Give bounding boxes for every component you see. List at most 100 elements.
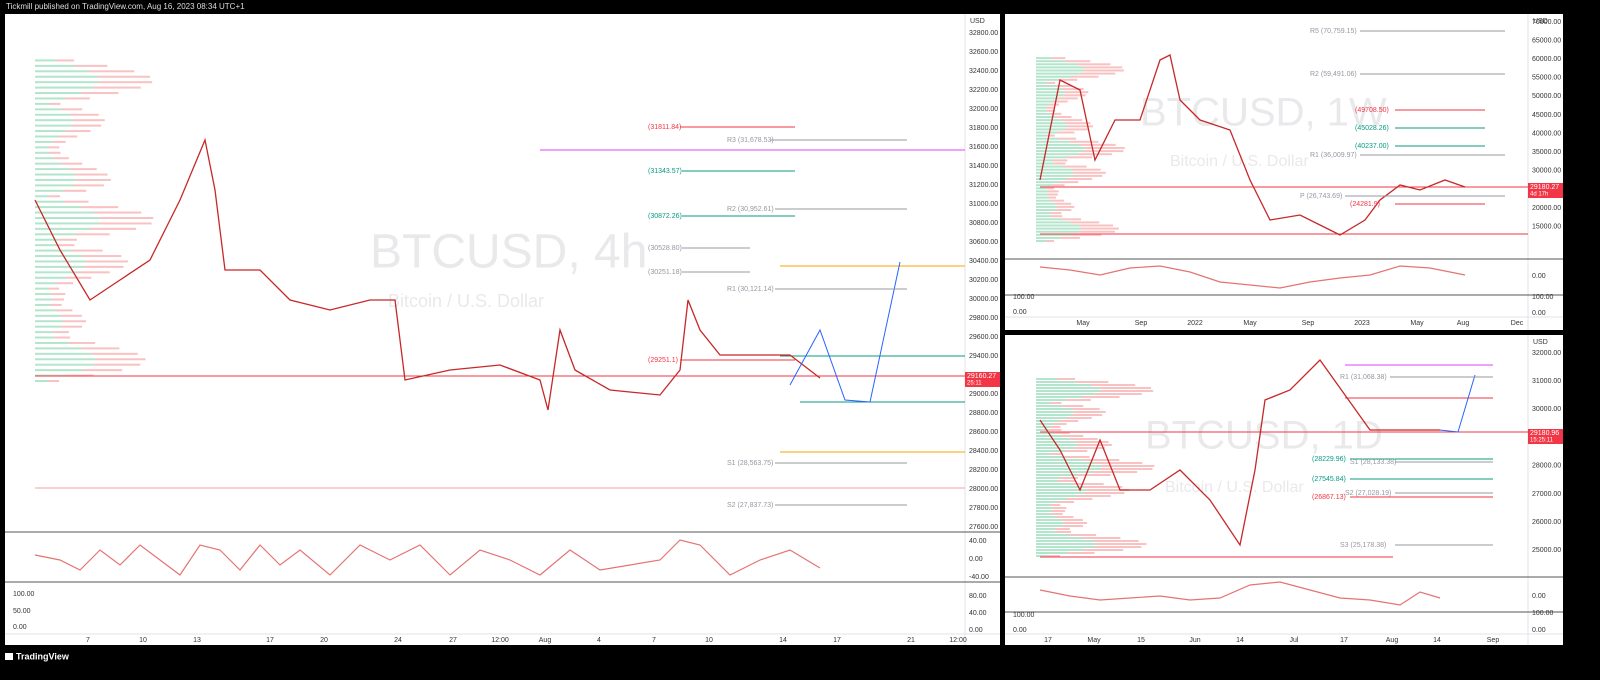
volume-profile-bar: [35, 380, 49, 382]
price-line: [1039, 358, 1440, 547]
volume-profile-bar: [1036, 543, 1097, 545]
volume-profile-bar: [1057, 131, 1075, 134]
volume-profile-bar: [1078, 224, 1114, 227]
volume-profile-bar: [76, 271, 110, 274]
volume-profile-bar: [68, 168, 97, 171]
volume-profile-bar: [35, 151, 50, 154]
volume-profile-bar: [68, 341, 96, 344]
volume-profile-bar: [35, 255, 83, 258]
currency-label: USD: [1533, 18, 1548, 25]
chart-panel: BTCUSD, 1W Bitcoin / U.S. Dollar 70000.00 6…: [1005, 14, 1563, 330]
volume-profile-bar: [61, 108, 83, 111]
volume-profile-bar: [35, 70, 90, 73]
volume-profile-bar: [1075, 381, 1109, 383]
volume-profile-bar: [1036, 212, 1050, 215]
volume-profile-bar: [1036, 486, 1084, 488]
pivot-label: R2 (59,491.06): [1310, 71, 1357, 78]
price-axis-label: 65000.00: [1532, 37, 1561, 44]
volume-profile-bar: [35, 303, 50, 306]
price-axis-label: 20000.00: [1532, 205, 1561, 212]
volume-profile-bar: [1070, 75, 1099, 78]
volume-profile-bar: [1036, 174, 1073, 177]
volume-profile-bar: [1036, 69, 1085, 72]
volume-profile-bar: [1036, 414, 1073, 416]
volume-profile-bar: [1036, 453, 1050, 455]
volume-profile-bar: [93, 211, 142, 214]
volume-profile-bar: [1036, 140, 1071, 143]
volume-profile-bar: [74, 64, 108, 67]
volume-profile-bar: [99, 81, 153, 84]
volume-profile-bar: [1036, 106, 1047, 109]
volume-profile-bar: [1036, 447, 1074, 449]
time-axis-label: Aug: [1386, 637, 1399, 644]
volume-profile-bar: [35, 227, 91, 230]
volume-profile-bar: [1036, 471, 1092, 473]
oscillator-line: [1039, 581, 1441, 606]
volume-profile-bar: [1036, 75, 1071, 78]
time-axis-label: 20: [320, 637, 328, 644]
price-axis-label: 27600.00: [969, 524, 998, 531]
volume-profile-bar: [1045, 240, 1054, 242]
volume-profile-bar: [1101, 465, 1155, 467]
volume-profile-bar: [35, 314, 61, 317]
price-line: [34, 137, 821, 411]
time-axis-label: 14: [1433, 637, 1441, 644]
volume-profile-bar: [72, 184, 104, 187]
pivot-label: (31343.57): [648, 168, 682, 175]
pivot-label: R5 (70,759.15): [1310, 28, 1357, 35]
volume-profile-bar: [35, 195, 49, 198]
pivot-label: R1 (30,121.14): [727, 286, 774, 293]
pivot-label: (40237.00): [1355, 143, 1389, 150]
volume-profile-bar: [80, 206, 119, 209]
time-axis-label: Sep: [1487, 637, 1500, 644]
volume-profile-bar: [48, 287, 60, 290]
oscillator-axis-label: 40.00: [969, 610, 987, 617]
footer-brand[interactable]: TradingView: [16, 651, 70, 661]
volume-profile-bar: [1087, 489, 1130, 491]
volume-profile-bar: [1036, 147, 1085, 149]
watermark-subtitle: Bitcoin / U.S. Dollar: [388, 291, 544, 311]
volume-profile-bar: [1036, 66, 1084, 69]
volume-profile-bar: [1036, 181, 1060, 184]
volume-profile-bar: [1036, 165, 1064, 168]
volume-profile-bar: [1081, 459, 1120, 461]
time-axis-label: 15: [1137, 637, 1145, 644]
volume-profile-bar: [1036, 435, 1062, 437]
volume-profile-bar: [35, 200, 65, 203]
pivot-label: R1 (36,009.97): [1310, 152, 1357, 159]
volume-profile-bar: [73, 119, 105, 122]
volume-profile-bar: [49, 303, 62, 306]
volume-profile-bar: [55, 309, 73, 312]
volume-profile-bar: [1036, 85, 1056, 87]
volume-profile-bar: [1082, 537, 1121, 539]
volume-profile-bar: [65, 97, 90, 100]
volume-profile-bar: [35, 276, 66, 279]
pivot-label: (30528.80): [648, 245, 682, 252]
volume-profile-bar: [1036, 193, 1048, 196]
price-axis-label: 30800.00: [969, 220, 998, 227]
volume-profile-bar: [1096, 543, 1147, 545]
volume-profile-bar: [1056, 501, 1075, 503]
price-tag-value: 29180.96: [1530, 430, 1559, 437]
volume-profile-bar: [53, 157, 69, 160]
volume-profile-bar: [1036, 441, 1076, 443]
volume-profile-bar: [1057, 480, 1076, 482]
volume-profile-bar: [1061, 525, 1084, 527]
volume-profile-bar: [1074, 411, 1106, 413]
price-axis-label: 32800.00: [969, 30, 998, 37]
volume-profile-bar: [71, 124, 102, 127]
volume-profile-bar: [1036, 112, 1050, 115]
volume-profile-bar: [1046, 81, 1056, 84]
price-axis-label: 31000.00: [1532, 378, 1561, 385]
volume-profile-bar: [1036, 525, 1062, 527]
volume-profile-bar: [1036, 510, 1052, 512]
volume-profile-bar: [1036, 513, 1051, 515]
volume-profile-bar: [1055, 116, 1072, 118]
volume-profile-bar: [90, 227, 137, 230]
time-axis-label: 14: [779, 637, 787, 644]
volume-profile-bar: [1061, 435, 1084, 437]
volume-profile-bar: [1064, 128, 1088, 131]
price-axis-label: 30400.00: [969, 258, 998, 265]
volume-profile-bar: [1036, 402, 1051, 404]
volume-profile-bar: [1049, 453, 1062, 455]
